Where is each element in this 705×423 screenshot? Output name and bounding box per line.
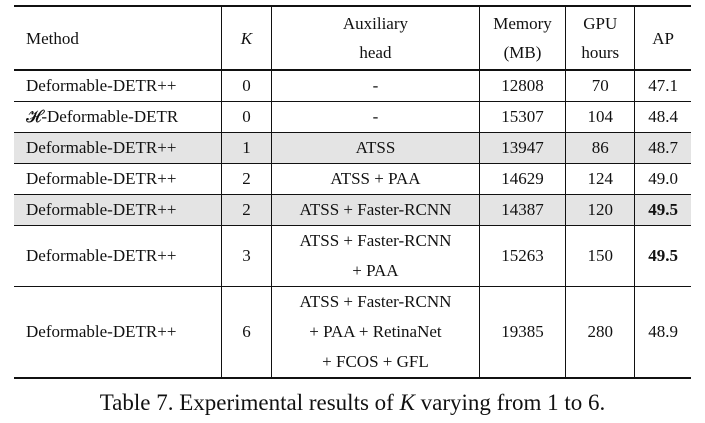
cell-method: Deformable-DETR++: [14, 286, 222, 378]
table-row: Deformable-DETR++ 2 ATSS + PAA 14629 124…: [14, 163, 691, 195]
cell-k: 0: [221, 70, 273, 102]
header-aux-line1: Auxiliary: [342, 14, 409, 33]
cell-method: Deformable-DETR++: [14, 163, 222, 195]
header-method: Method: [14, 6, 222, 71]
cell-gpu: 120: [565, 194, 636, 226]
cell-k: 2: [221, 163, 273, 195]
cell-ap: 48.9: [648, 322, 678, 341]
header-mem-line1: Memory: [493, 14, 552, 33]
results-table: Method K Auxiliary head Memory (MB) GPU …: [14, 5, 691, 379]
cell-k: 6: [221, 286, 273, 378]
cell-ap: 49.5: [634, 194, 691, 226]
cell-aux: ATSS + Faster-RCNN + PAA + RetinaNet + F…: [271, 286, 480, 378]
cell-gpu: 150: [565, 225, 636, 287]
cell-aux-line: + PAA + RetinaNet: [309, 322, 442, 341]
cell-memory: 15263: [479, 225, 567, 287]
cell-ap: 47.1: [648, 76, 678, 95]
header-memory: Memory (MB): [479, 6, 567, 71]
table-row: Deformable-DETR++ 1 ATSS 13947 86 48.7: [14, 132, 691, 164]
cell-memory: 14387: [479, 194, 567, 226]
cell-aux: -: [271, 101, 480, 133]
cell-gpu: 70: [565, 70, 636, 102]
cell-aux: -: [271, 70, 480, 102]
cell-memory: 13947: [479, 132, 567, 164]
cell-method: 𝓗-Deformable-DETR: [14, 101, 222, 133]
cell-method: Deformable-DETR++: [14, 70, 222, 102]
cell-method: Deformable-DETR++: [14, 132, 222, 164]
cell-gpu: 124: [565, 163, 636, 195]
header-gpu-hours: GPU hours: [565, 6, 636, 71]
cell-ap: 49.0: [648, 169, 678, 188]
header-k: K: [221, 6, 273, 71]
caption-prefix: Table 7. Experimental results of: [99, 390, 400, 415]
cell-aux: ATSS + Faster-RCNN: [271, 194, 480, 226]
cell-memory: 19385: [479, 286, 567, 378]
header-gpu-line1: GPU: [583, 14, 618, 33]
cell-method: Deformable-DETR++: [14, 194, 222, 226]
table-row: 𝓗-Deformable-DETR 0 - 15307 104 48.4: [14, 101, 691, 133]
table-caption: Table 7. Experimental results of K varyi…: [0, 390, 705, 416]
cell-gpu: 104: [565, 101, 636, 133]
cell-k: 3: [221, 225, 273, 287]
caption-suffix: varying from 1 to 6.: [414, 390, 606, 415]
cell-memory: 15307: [479, 101, 567, 133]
cell-aux: ATSS + PAA: [271, 163, 480, 195]
cell-aux: ATSS + Faster-RCNN + PAA: [271, 225, 480, 287]
cell-memory: 12808: [479, 70, 567, 102]
cell-aux-line: ATSS + Faster-RCNN: [299, 231, 452, 250]
header-mem-line2: (MB): [503, 43, 542, 62]
cell-k: 0: [221, 101, 273, 133]
table-row: Deformable-DETR++ 3 ATSS + Faster-RCNN +…: [14, 225, 691, 287]
header-ap: AP: [634, 6, 691, 71]
table-row: Deformable-DETR++ 0 - 12808 70 47.1: [14, 70, 691, 102]
cell-ap: 48.7: [634, 132, 691, 164]
cell-gpu: 280: [565, 286, 636, 378]
cell-k: 1: [221, 132, 273, 164]
header-gpu-line2: hours: [581, 43, 620, 62]
cell-memory: 14629: [479, 163, 567, 195]
cell-k: 2: [221, 194, 273, 226]
cell-ap: 49.5: [648, 246, 678, 265]
cell-aux: ATSS: [271, 132, 480, 164]
cell-aux-line: + PAA: [352, 261, 399, 280]
header-auxiliary-head: Auxiliary head: [271, 6, 480, 71]
table-row: Deformable-DETR++ 2 ATSS + Faster-RCNN 1…: [14, 194, 691, 226]
cell-aux-line: ATSS + Faster-RCNN: [299, 292, 452, 311]
cell-gpu: 86: [565, 132, 636, 164]
table-row: Deformable-DETR++ 6 ATSS + Faster-RCNN +…: [14, 286, 691, 378]
cell-method: Deformable-DETR++: [14, 225, 222, 287]
cell-aux-line: + FCOS + GFL: [322, 352, 429, 371]
header-row: Method K Auxiliary head Memory (MB) GPU …: [14, 6, 691, 71]
caption-variable: K: [399, 390, 415, 415]
cell-ap: 48.4: [648, 107, 678, 126]
header-aux-line2: head: [359, 43, 392, 62]
